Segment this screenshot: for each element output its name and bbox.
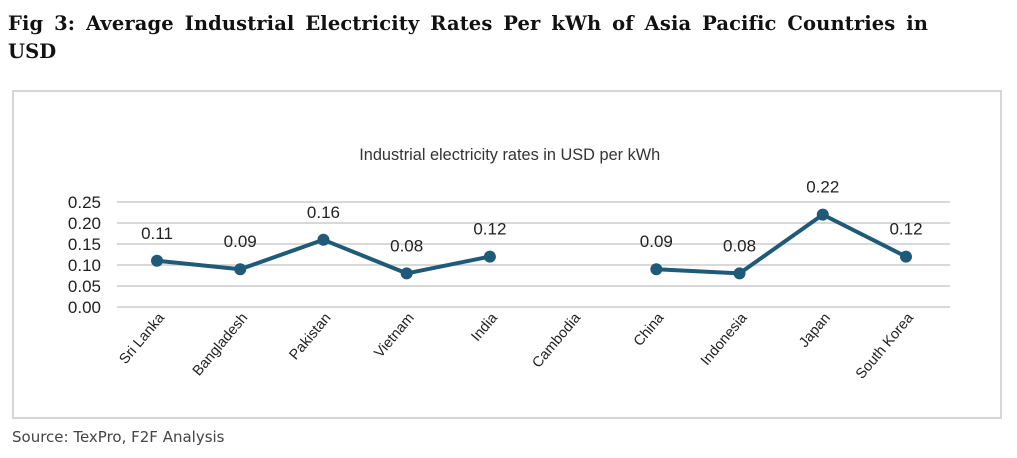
series-line — [656, 212, 907, 276]
x-tick-label: Vietnam — [371, 310, 417, 361]
data-point — [816, 208, 829, 221]
chart-title: Industrial electricity rates in USD per … — [359, 145, 660, 164]
x-tick-label: China — [631, 310, 668, 350]
data-label: 0.16 — [307, 203, 340, 222]
y-tick-label: 0.20 — [68, 214, 101, 233]
data-point — [151, 254, 163, 267]
y-tick-label: 0.00 — [68, 298, 101, 317]
data-point — [483, 250, 496, 263]
data-label: 0.08 — [723, 236, 756, 255]
x-tick-label: Bangladesh — [190, 310, 251, 379]
data-label: 0.22 — [806, 178, 839, 197]
x-tick-label: Indonesia — [698, 310, 751, 369]
data-label: 0.09 — [224, 232, 257, 251]
y-tick-label: 0.05 — [68, 277, 101, 296]
data-label: 0.12 — [889, 220, 922, 239]
x-axis-ticks: Sri Lanka Bangladesh Pakistan Vietnam India C… — [116, 310, 917, 383]
data-point — [900, 250, 912, 263]
source-note: Source: TexPro, F2F Analysis — [12, 428, 225, 446]
data-point — [400, 267, 413, 280]
figure-title: Fig 3: Average Industrial Electricity Ra… — [8, 12, 928, 63]
x-tick-label: Cambodia — [529, 310, 584, 372]
x-tick-label: Sri Lanka — [116, 310, 168, 368]
y-tick-label: 0.25 — [68, 193, 101, 212]
data-labels: 0.11 0.09 0.16 0.08 0.12 0.09 0.08 0.22 0.12 — [141, 178, 922, 256]
data-points — [151, 208, 912, 280]
x-tick-label: India — [468, 310, 501, 345]
data-point — [317, 233, 330, 246]
data-point — [234, 263, 247, 276]
data-point — [733, 267, 746, 280]
x-tick-label: Pakistan — [286, 310, 334, 363]
y-axis-ticks: 0.00 0.05 0.10 0.15 0.20 0.25 — [68, 193, 101, 317]
data-label: 0.12 — [473, 220, 506, 239]
data-point — [650, 263, 663, 276]
chart-frame — [12, 90, 1002, 419]
y-tick-label: 0.10 — [68, 256, 101, 275]
data-label: 0.09 — [640, 232, 673, 251]
x-tick-label: Japan — [796, 310, 834, 351]
data-label: 0.08 — [390, 236, 423, 255]
x-tick-label: South Korea — [853, 310, 918, 383]
data-label: 0.11 — [141, 224, 173, 243]
y-tick-label: 0.15 — [68, 235, 101, 254]
